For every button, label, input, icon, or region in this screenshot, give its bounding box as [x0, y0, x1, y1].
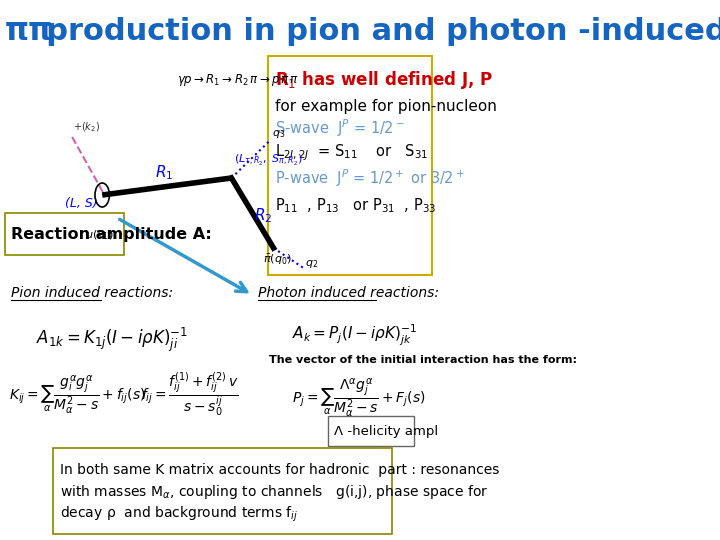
- Text: Photon induced reactions:: Photon induced reactions:: [258, 286, 439, 300]
- Text: Reaction amplitude A:: Reaction amplitude A:: [11, 226, 212, 241]
- Text: $f_{ij} = \dfrac{f_{ij}^{(1)} + f_{ij}^{(2)}\,v}{s - s_0^{ij}}$: $f_{ij} = \dfrac{f_{ij}^{(1)} + f_{ij}^{…: [141, 371, 239, 419]
- Text: $R_2$: $R_2$: [254, 207, 273, 225]
- FancyBboxPatch shape: [328, 416, 413, 446]
- Text: $\bar{\pi}(q_0)$: $\bar{\pi}(q_0)$: [263, 253, 292, 267]
- Text: with masses M$_{\alpha}$, coupling to channels   g(i,j), phase space for: with masses M$_{\alpha}$, coupling to ch…: [60, 483, 489, 501]
- Text: for example for pion-nucleon: for example for pion-nucleon: [275, 98, 498, 113]
- Text: ππ: ππ: [5, 17, 53, 46]
- Text: production in pion and photon -induced react.: production in pion and photon -induced r…: [25, 17, 720, 46]
- Text: S-wave  J$^P$ = 1/2$^-$: S-wave J$^P$ = 1/2$^-$: [275, 117, 405, 139]
- Text: $+(k_2)$: $+(k_2)$: [73, 120, 101, 134]
- Text: The vector of the initial interaction has the form:: The vector of the initial interaction ha…: [269, 355, 577, 365]
- Text: $R_1$: $R_1$: [155, 164, 174, 183]
- Text: Λ -helicity ampl: Λ -helicity ampl: [334, 424, 438, 437]
- Text: $q_2$: $q_2$: [305, 258, 318, 270]
- Text: In both same K matrix accounts for hadronic  part : resonances: In both same K matrix accounts for hadro…: [60, 463, 500, 477]
- Text: P$_{11}$  , P$_{13}$   or P$_{31}$  , P$_{33}$: P$_{11}$ , P$_{13}$ or P$_{31}$ , P$_{33…: [275, 197, 436, 215]
- Text: P-wave  J$^P$ = 1/2$^+$ or 3/2$^+$: P-wave J$^P$ = 1/2$^+$ or 3/2$^+$: [275, 167, 465, 189]
- Text: $A_{1k} = K_{1j}(I - i\rho K)^{-1}_{ji}$: $A_{1k} = K_{1j}(I - i\rho K)^{-1}_{ji}$: [36, 326, 188, 354]
- Text: (L, S): (L, S): [65, 197, 97, 210]
- Text: $P_j = \sum_\alpha \dfrac{\Lambda^\alpha g_j^\alpha}{M_\alpha^2 - s} + F_j(s)$: $P_j = \sum_\alpha \dfrac{\Lambda^\alpha…: [292, 376, 425, 420]
- Text: $u(k_1)$: $u(k_1)$: [86, 228, 114, 242]
- FancyBboxPatch shape: [5, 213, 125, 255]
- Text: R$_1$ has well defined J, P: R$_1$ has well defined J, P: [275, 69, 493, 91]
- Text: $q_3$: $q_3$: [271, 128, 285, 140]
- Text: $A_k = P_j(I - i\rho K)^{-1}_{jk}$: $A_k = P_j(I - i\rho K)^{-1}_{jk}$: [292, 322, 417, 348]
- Text: Pion induced reactions:: Pion induced reactions:: [11, 286, 173, 300]
- FancyBboxPatch shape: [53, 448, 392, 534]
- FancyBboxPatch shape: [268, 56, 431, 275]
- Text: decay ρ  and background terms f$_{ij}$: decay ρ and background terms f$_{ij}$: [60, 504, 298, 524]
- Text: $\gamma p \rightarrow R_1 \rightarrow R_2\, \pi \rightarrow p\,\pi\,\pi$: $\gamma p \rightarrow R_1 \rightarrow R_…: [177, 72, 299, 88]
- Text: $(L_{\tau,R_2},\ S_{\pi,R_2})$: $(L_{\tau,R_2},\ S_{\pi,R_2})$: [235, 152, 303, 167]
- Text: L$_{2I, 2J}$  = S$_{11}$    or   S$_{31}$: L$_{2I, 2J}$ = S$_{11}$ or S$_{31}$: [275, 143, 428, 163]
- Text: $K_{ij} = \sum_\alpha \dfrac{g_i^\alpha g_j^\alpha}{M_\alpha^2 - s} + f_{ij}(s)$: $K_{ij} = \sum_\alpha \dfrac{g_i^\alpha …: [9, 374, 145, 416]
